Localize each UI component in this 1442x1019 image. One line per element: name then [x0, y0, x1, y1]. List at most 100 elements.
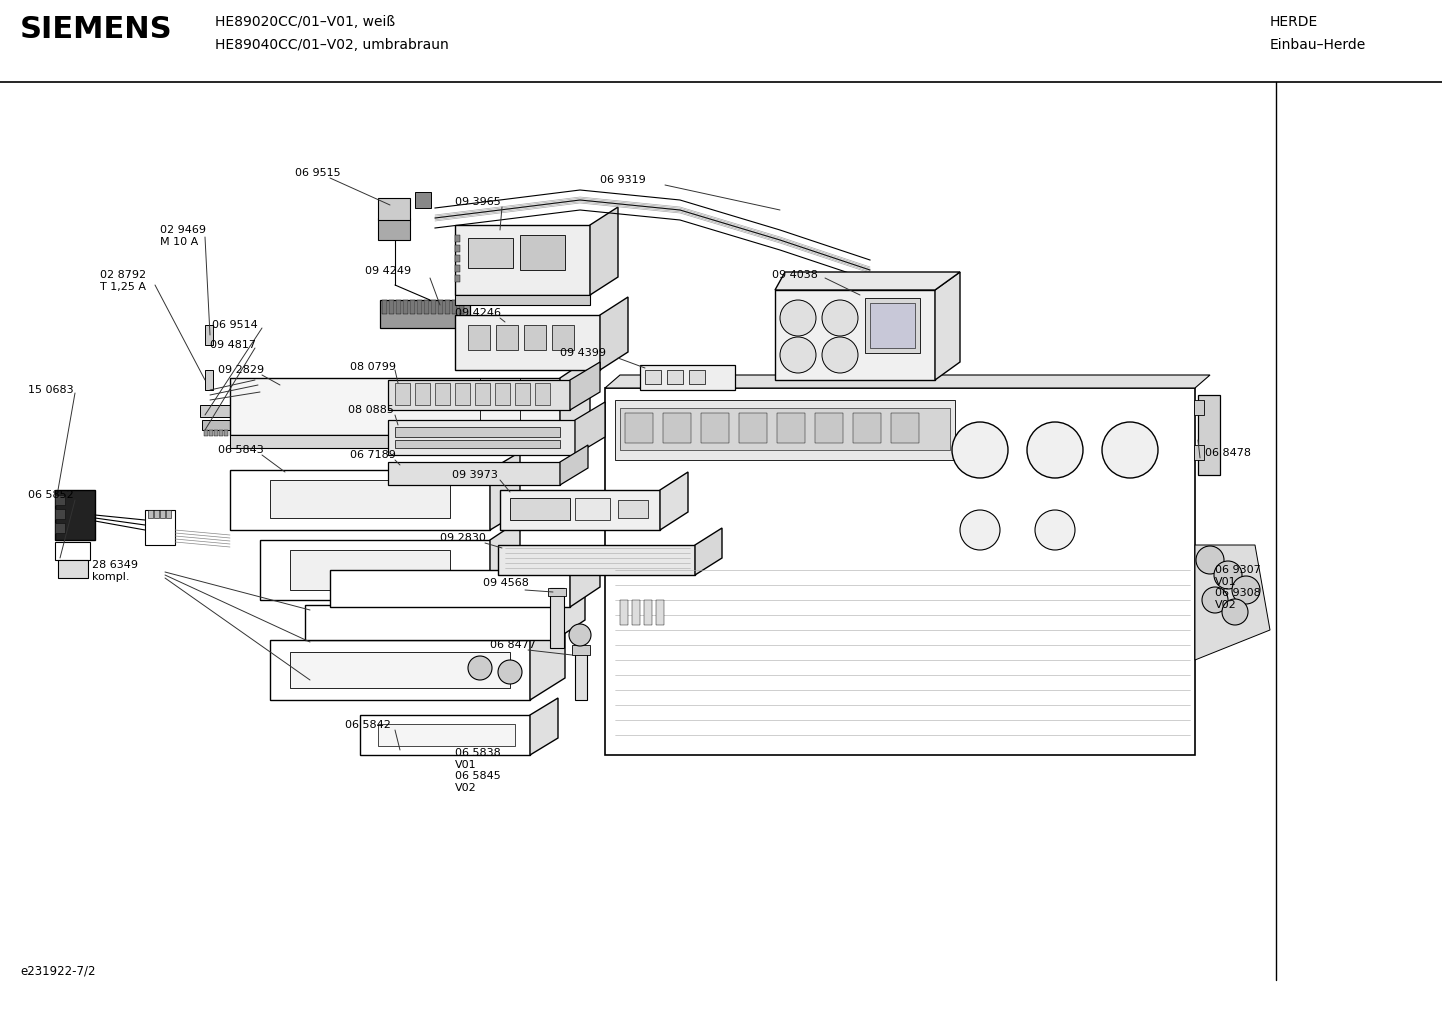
Polygon shape — [559, 445, 588, 485]
Polygon shape — [575, 403, 606, 455]
Bar — [438, 300, 443, 314]
Text: 06 7189: 06 7189 — [350, 450, 397, 460]
Bar — [58, 560, 88, 578]
Bar — [378, 218, 410, 240]
Bar — [523, 325, 547, 350]
Polygon shape — [306, 605, 555, 640]
Polygon shape — [600, 297, 629, 370]
Bar — [689, 370, 705, 384]
Bar — [378, 198, 410, 220]
Bar — [870, 303, 916, 348]
Polygon shape — [934, 272, 960, 380]
Bar — [456, 265, 460, 272]
Bar — [402, 300, 408, 314]
Bar — [515, 383, 531, 405]
Polygon shape — [231, 470, 490, 530]
Text: HE89020CC/01–V01, weiß: HE89020CC/01–V01, weiß — [215, 15, 395, 29]
Circle shape — [497, 660, 522, 684]
Circle shape — [1221, 599, 1247, 625]
Circle shape — [1102, 422, 1158, 478]
Polygon shape — [570, 362, 600, 410]
Bar — [55, 542, 89, 560]
Circle shape — [780, 337, 816, 373]
Bar — [446, 300, 450, 314]
Bar — [451, 300, 457, 314]
Text: 09 4038: 09 4038 — [771, 270, 818, 280]
Bar — [55, 495, 65, 505]
Text: 06 8477: 06 8477 — [490, 640, 536, 650]
Text: e231922-7/2: e231922-7/2 — [20, 965, 95, 978]
Bar — [469, 325, 490, 350]
Bar — [620, 408, 950, 450]
Text: 02 8792
T 1,25 A: 02 8792 T 1,25 A — [99, 270, 146, 291]
Bar — [815, 413, 844, 443]
Bar — [382, 300, 386, 314]
Bar — [1194, 400, 1204, 415]
Text: HERDE: HERDE — [1270, 15, 1318, 29]
Text: HE89040CC/01–V02, umbrabraun: HE89040CC/01–V02, umbrabraun — [215, 38, 448, 52]
Bar — [632, 600, 640, 625]
Polygon shape — [290, 550, 450, 590]
Circle shape — [469, 656, 492, 680]
Text: 06 5838
V01
06 5845
V02: 06 5838 V01 06 5845 V02 — [456, 748, 500, 793]
Text: SIEMENS: SIEMENS — [20, 15, 173, 44]
Bar — [645, 600, 652, 625]
Text: 09 4568: 09 4568 — [483, 578, 529, 588]
Polygon shape — [570, 550, 600, 607]
Text: 06 5852: 06 5852 — [27, 490, 74, 500]
Polygon shape — [531, 698, 558, 755]
Polygon shape — [456, 315, 600, 370]
Bar — [456, 383, 470, 405]
Polygon shape — [660, 472, 688, 530]
Circle shape — [1195, 546, 1224, 574]
Polygon shape — [290, 652, 510, 688]
Polygon shape — [606, 388, 1195, 755]
Bar — [865, 298, 920, 353]
Bar — [619, 500, 647, 518]
Bar — [620, 600, 629, 625]
Polygon shape — [695, 528, 722, 575]
Bar — [205, 325, 213, 345]
Polygon shape — [330, 570, 570, 607]
Text: 06 9515: 06 9515 — [296, 168, 340, 178]
Polygon shape — [456, 294, 590, 305]
Polygon shape — [270, 640, 531, 700]
Text: 09 4817: 09 4817 — [211, 340, 257, 350]
Bar — [510, 498, 570, 520]
Polygon shape — [559, 358, 590, 435]
Bar — [381, 300, 470, 328]
Bar — [146, 510, 174, 545]
Bar — [575, 498, 610, 520]
Bar — [854, 413, 881, 443]
Text: 15 0683: 15 0683 — [27, 385, 74, 395]
Polygon shape — [490, 452, 521, 530]
Bar — [663, 413, 691, 443]
Bar — [149, 510, 153, 518]
Bar — [224, 430, 228, 436]
Text: 06 9319: 06 9319 — [600, 175, 646, 185]
Bar — [469, 238, 513, 268]
Bar — [575, 648, 587, 700]
Bar — [417, 300, 423, 314]
Text: 06 5842: 06 5842 — [345, 720, 391, 730]
Bar — [552, 325, 574, 350]
Bar — [656, 600, 663, 625]
Polygon shape — [260, 540, 490, 600]
Text: 09 4399: 09 4399 — [559, 348, 606, 358]
Polygon shape — [388, 462, 559, 485]
Text: 06 9514: 06 9514 — [212, 320, 258, 330]
Polygon shape — [590, 207, 619, 294]
Text: 08 0799: 08 0799 — [350, 362, 397, 372]
Polygon shape — [490, 520, 521, 600]
Text: 09 4246: 09 4246 — [456, 308, 500, 318]
Bar — [395, 440, 559, 448]
Text: 09 3973: 09 3973 — [451, 470, 497, 480]
Bar — [166, 510, 172, 518]
Polygon shape — [456, 225, 590, 294]
Circle shape — [822, 300, 858, 336]
Circle shape — [952, 422, 1008, 478]
Polygon shape — [559, 415, 590, 448]
Bar — [668, 370, 684, 384]
Bar — [389, 300, 394, 314]
Polygon shape — [388, 380, 570, 410]
